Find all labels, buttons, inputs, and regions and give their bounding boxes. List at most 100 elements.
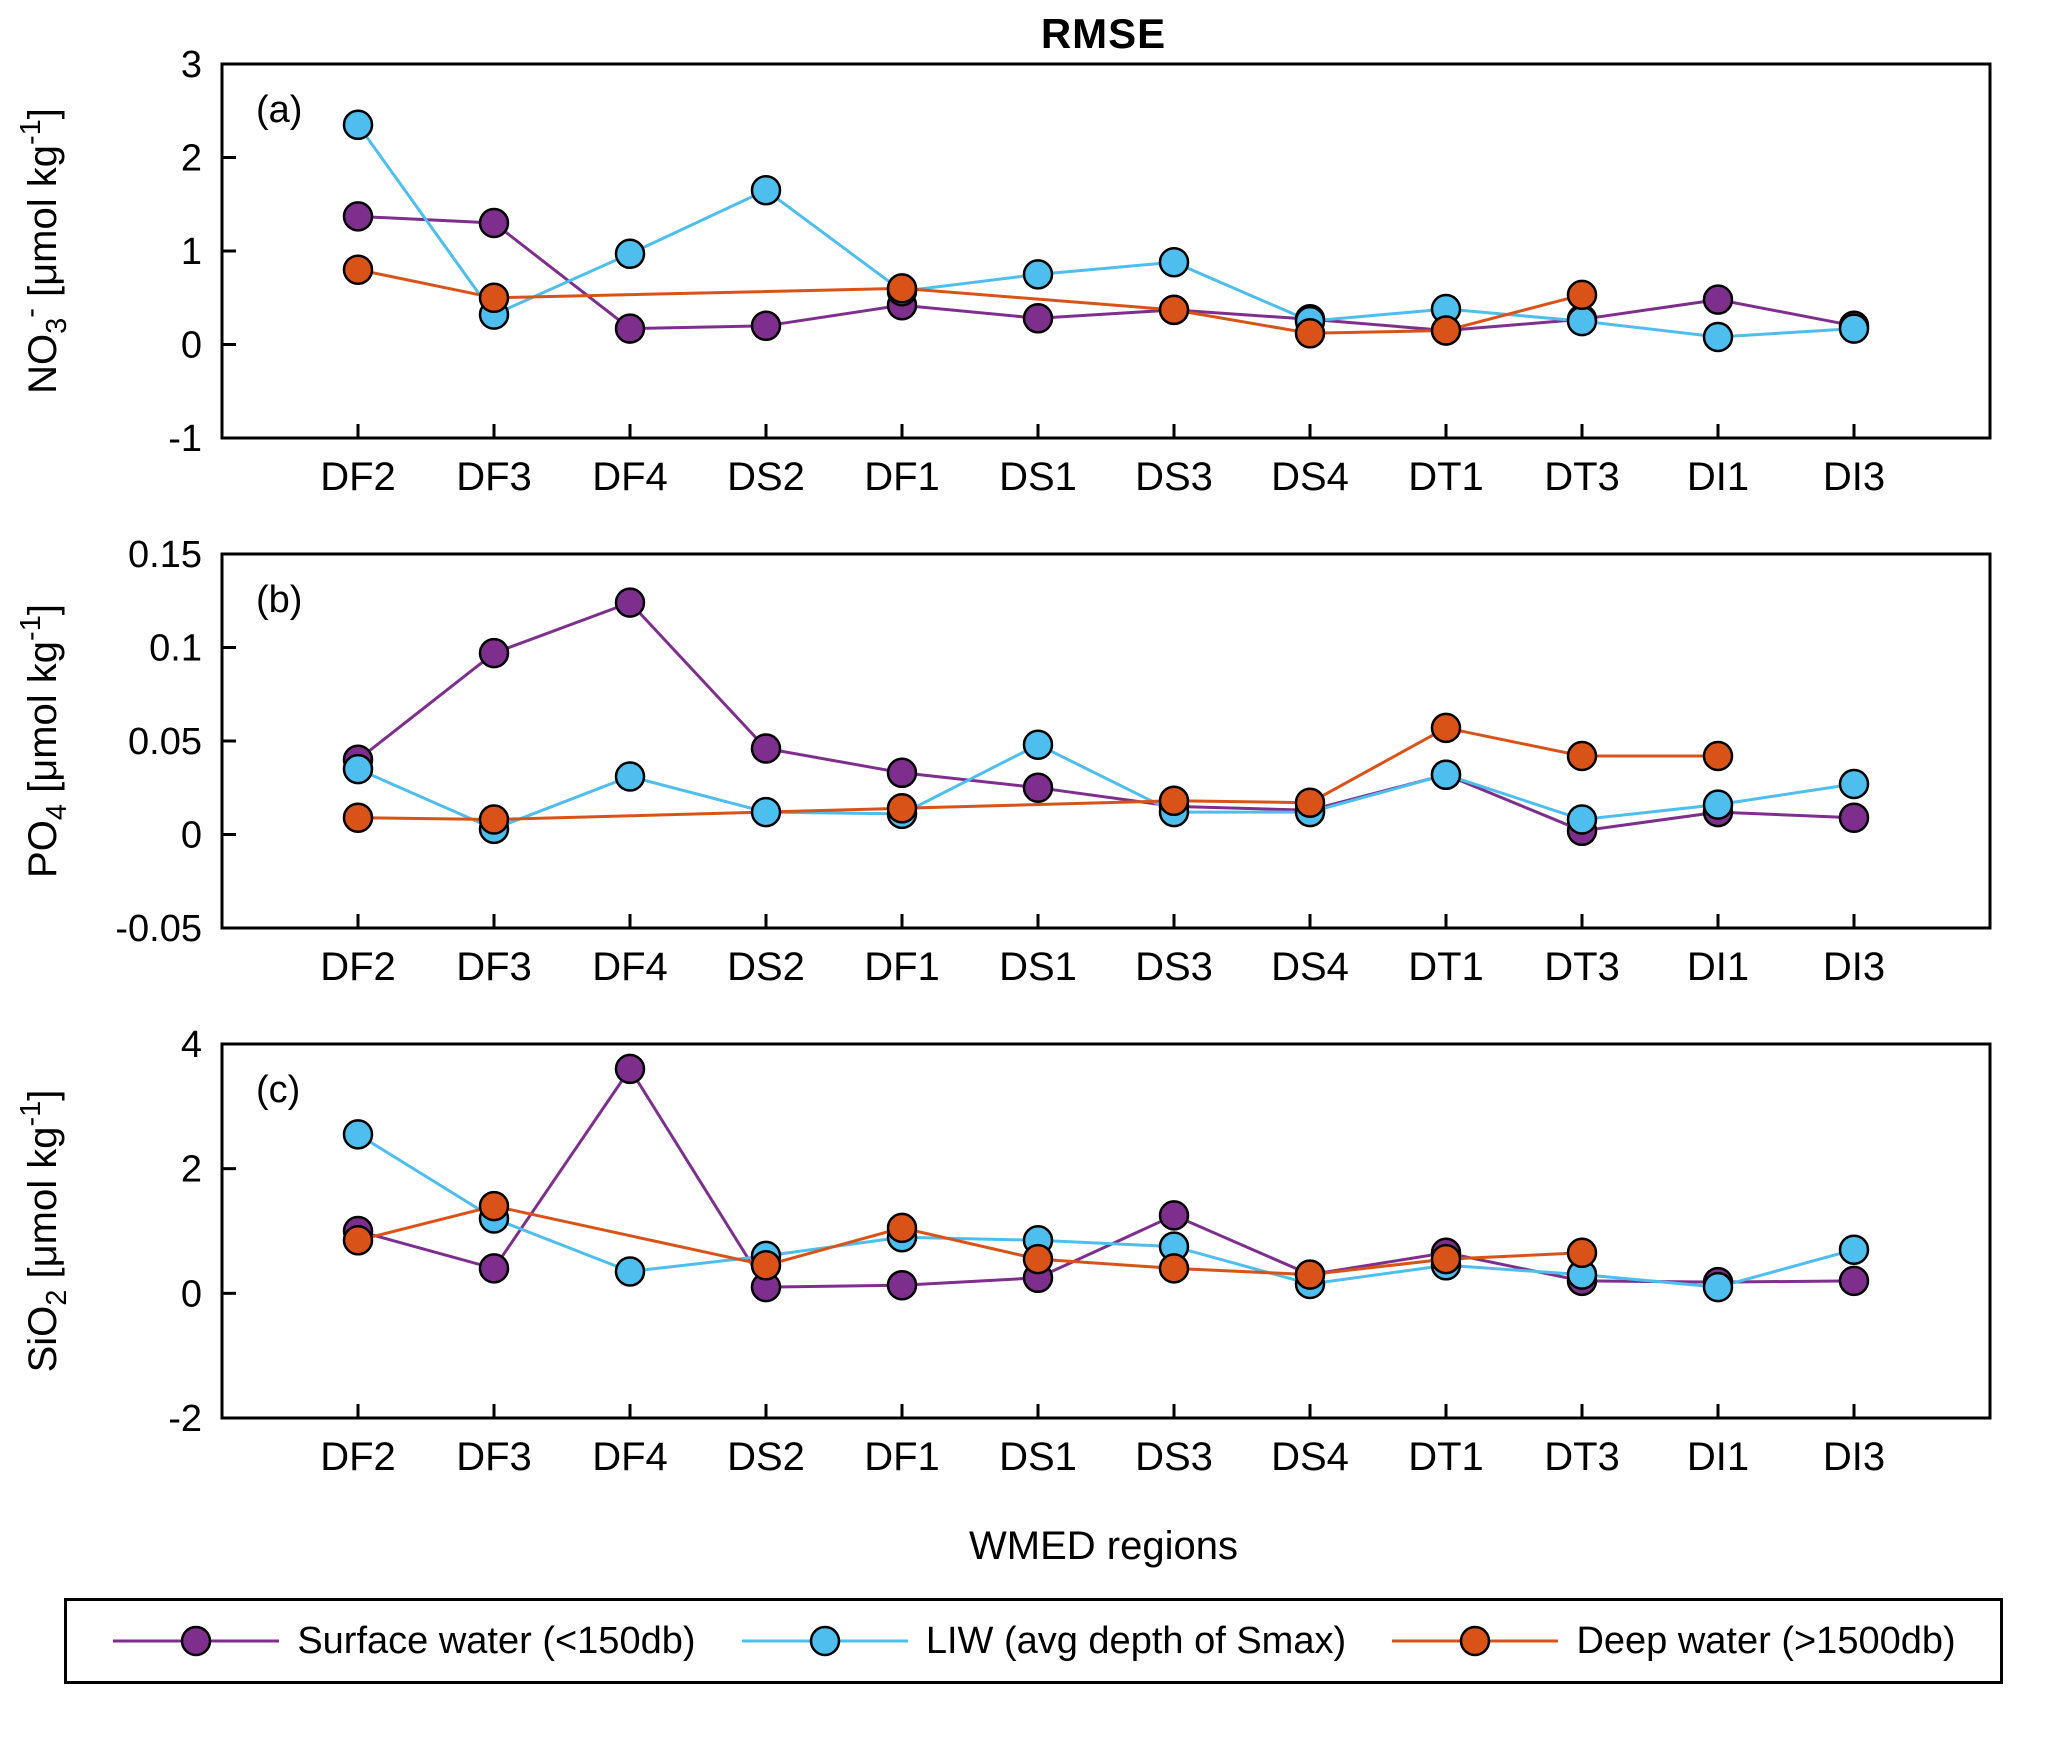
- x-tick-label: DS4: [1271, 945, 1349, 989]
- x-tick-label: DF3: [456, 455, 532, 499]
- data-point-marker-surface: [342, 201, 374, 232]
- legend-entry-liw: LIW (avg depth of Smax): [740, 1620, 1346, 1663]
- x-tick-label: DS3: [1135, 455, 1213, 499]
- x-tick-label: DF4: [592, 455, 668, 499]
- x-tick-label: DS1: [999, 945, 1077, 989]
- x-tick-label: DS4: [1271, 1435, 1349, 1479]
- data-point-marker-deep: [1294, 1259, 1326, 1290]
- panel-label: (b): [256, 579, 302, 621]
- data-point-marker-deep: [1158, 785, 1190, 817]
- y-tick-label: 1: [181, 231, 202, 273]
- x-tick-label: DS1: [999, 455, 1077, 499]
- x-tick-label: DF1: [864, 945, 940, 989]
- data-point-marker-surface: [886, 1269, 918, 1301]
- data-point-marker-surface: [1702, 284, 1734, 315]
- x-tick-label: DF3: [456, 1435, 532, 1479]
- y-axis-label: NO3- [μmol kg-1]: [15, 108, 73, 394]
- legend-entry-deep: Deep water (>1500db): [1390, 1619, 1956, 1663]
- data-point-marker-surface: [1022, 303, 1054, 334]
- x-tick-label: DI3: [1823, 455, 1885, 499]
- legend-label: Deep water (>1500db): [1576, 1619, 1956, 1662]
- x-tick-label: DI1: [1687, 1435, 1749, 1479]
- series-line-liw: [356, 123, 1855, 339]
- y-axis-label: PO4 [μmol kg-1]: [15, 604, 73, 878]
- data-point-marker-deep: [342, 254, 374, 285]
- data-point-marker-surface: [1838, 1265, 1870, 1297]
- data-point-marker-surface: [614, 313, 646, 344]
- x-tick-label: DF3: [456, 945, 532, 989]
- data-point-marker-surface: [1022, 772, 1054, 803]
- x-tick-label: DF2: [320, 455, 396, 499]
- data-point-marker-deep: [1702, 740, 1734, 772]
- data-point-marker-liw: [1566, 804, 1598, 835]
- data-point-marker-liw: [750, 796, 782, 828]
- x-tick-label: DS2: [727, 1435, 805, 1479]
- y-tick-label: 4: [181, 1030, 202, 1066]
- data-point-marker-deep: [1566, 1237, 1598, 1269]
- x-tick-label: DT3: [1544, 945, 1620, 989]
- y-tick-label: -0.05: [115, 908, 202, 950]
- x-tick-label: DF4: [592, 945, 668, 989]
- legend-marker-surface: [113, 1625, 280, 1657]
- legend-label: Surface water (<150db): [297, 1619, 696, 1662]
- x-tick-label: DI1: [1687, 945, 1749, 989]
- data-point-marker-liw: [1022, 729, 1054, 760]
- x-tick-label: DF2: [320, 945, 396, 989]
- panel-b-chart: -0.05 0 0.05 0.1 0.15 DF2 DF3 DF4 DS2 DF1 DS1 DS3 DS…: [15, 540, 1992, 989]
- data-point-marker-liw: [1838, 1234, 1870, 1265]
- y-tick-label: 0: [181, 325, 202, 367]
- x-tick-label: DI3: [1823, 945, 1885, 989]
- data-point-marker-deep: [1022, 1243, 1054, 1275]
- y-axis-label: SiO2 [μmol kg-1]: [15, 1090, 73, 1373]
- data-point-marker-deep: [478, 282, 510, 314]
- legend-entry-surface: Surface water (<150db): [111, 1619, 696, 1663]
- data-point-marker-liw: [750, 174, 782, 206]
- y-tick-label: -1: [168, 418, 202, 460]
- x-tick-label: DT3: [1544, 1435, 1620, 1479]
- x-tick-label: DS4: [1271, 455, 1349, 499]
- y-tick-label: 2: [181, 1149, 202, 1191]
- data-point-marker-liw: [614, 238, 646, 270]
- data-point-marker-liw: [1430, 759, 1462, 790]
- data-point-marker-surface: [1158, 1200, 1190, 1231]
- data-point-marker-liw: [342, 1119, 374, 1150]
- data-point-marker-liw: [1158, 246, 1190, 278]
- data-point-marker-surface: [478, 1253, 510, 1284]
- data-point-marker-liw: [1838, 768, 1870, 800]
- data-point-marker-liw: [1838, 313, 1870, 344]
- data-point-marker-deep: [1566, 279, 1598, 311]
- x-tick-label: DS2: [727, 945, 805, 989]
- x-tick-label: DF2: [320, 1435, 396, 1479]
- x-tick-label: DT1: [1408, 455, 1484, 499]
- data-point-marker-liw: [342, 109, 374, 141]
- legend-circle-marker: [1460, 1625, 1491, 1657]
- data-point-marker-deep: [1566, 740, 1598, 772]
- legend-circle-marker: [809, 1625, 841, 1657]
- data-point-marker-surface: [478, 207, 510, 239]
- series-line-liw: [357, 1133, 1855, 1289]
- data-point-marker-deep: [1294, 318, 1326, 349]
- data-point-marker-deep: [886, 793, 918, 824]
- axes-box: [220, 1042, 1992, 1420]
- y-tick-label: 0: [181, 1273, 202, 1315]
- x-tick-label: DT1: [1408, 945, 1484, 989]
- legend-marker-deep: [1392, 1625, 1559, 1657]
- data-point-marker-liw: [614, 1256, 646, 1287]
- data-point-marker-liw: [1702, 789, 1734, 820]
- panel-a-chart: -1 0 1 2 3 DF2 DF3 DF4 DS2 DF1 DS1 DS3 DS4 DT1 DT3 DI1 D…: [15, 50, 1992, 499]
- x-tick-label: DT1: [1408, 1435, 1484, 1479]
- axes-box: [220, 62, 1992, 440]
- x-tick-label: DI1: [1687, 455, 1749, 499]
- series-line-deep: [357, 1204, 1583, 1277]
- data-point-marker-liw: [342, 753, 374, 785]
- data-point-marker-surface: [478, 637, 510, 669]
- series-line-deep: [357, 268, 1583, 335]
- data-point-marker-deep: [750, 1250, 782, 1281]
- series-line-deep: [357, 726, 1718, 822]
- x-tick-label: DS1: [999, 1435, 1077, 1479]
- series-line-surface: [357, 1066, 1855, 1289]
- y-tick-label: 0.1: [149, 628, 202, 670]
- y-tick-label: 0.05: [128, 721, 202, 763]
- series-line-liw: [357, 743, 1855, 831]
- data-point-marker-surface: [750, 310, 782, 342]
